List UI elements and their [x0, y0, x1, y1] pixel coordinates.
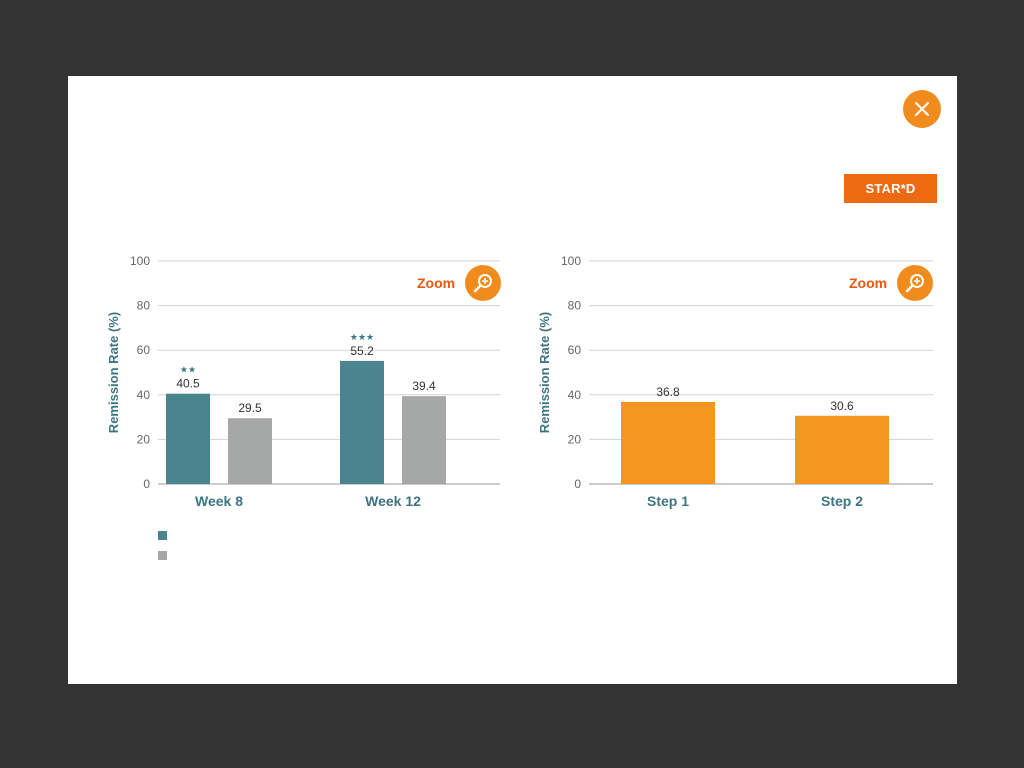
- significance-stars: ★★: [180, 366, 196, 376]
- data-label: 55.2: [350, 344, 374, 358]
- y-tick-label: 40: [137, 388, 151, 402]
- y-tick-label: 20: [568, 432, 582, 446]
- data-label: 40.5: [176, 377, 200, 391]
- bar: [795, 415, 889, 484]
- y-tick-label: 100: [130, 254, 150, 268]
- bar: [166, 393, 210, 484]
- bar: [402, 396, 446, 484]
- y-tick-label: 0: [143, 477, 150, 491]
- y-tick-label: 40: [568, 388, 582, 402]
- y-tick-label: 80: [568, 299, 582, 313]
- y-tick-label: 60: [137, 343, 151, 357]
- legend: [158, 525, 167, 565]
- zoom-in-icon: [465, 265, 502, 301]
- zoom-in-icon: [897, 265, 934, 301]
- data-label: 30.6: [830, 399, 854, 413]
- data-label: 39.4: [412, 379, 436, 393]
- charts-area: 0 20 40 60 80 100 Remission Rate (%) 40.5★★ 29.5…: [106, 254, 933, 509]
- y-tick-label: 20: [137, 432, 151, 446]
- legend-item: [158, 545, 167, 565]
- close-button[interactable]: [903, 90, 941, 128]
- bar: [340, 360, 384, 484]
- legend-swatch: [158, 530, 167, 540]
- y-tick-label: 80: [137, 299, 151, 313]
- legend-swatch: [158, 550, 167, 560]
- y-tick-label: 60: [568, 343, 582, 357]
- x-tick-label: Step 2: [821, 493, 863, 509]
- x-tick-label: Week 8: [195, 493, 243, 509]
- significance-stars: ★★★: [350, 333, 374, 343]
- zoom-button-right[interactable]: Zoom: [849, 265, 934, 301]
- y-tick-label: 0: [574, 477, 581, 491]
- y-axis-label: Remission Rate (%): [106, 312, 121, 433]
- x-tick-label: Week 12: [365, 493, 421, 509]
- bar: [228, 418, 272, 484]
- data-label: 36.8: [656, 385, 680, 399]
- modal-dialog: STAR*D 0 20 40 60 80 100 Remission Rate (%) 40.…: [68, 76, 957, 684]
- y-tick-label: 100: [561, 254, 581, 268]
- data-label: 29.5: [238, 401, 262, 415]
- close-icon: [915, 102, 929, 116]
- zoom-label: Zoom: [849, 275, 888, 291]
- star-d-button[interactable]: STAR*D: [844, 174, 937, 203]
- legend-item: [158, 525, 167, 545]
- zoom-button-left[interactable]: Zoom: [417, 265, 502, 301]
- zoom-label: Zoom: [417, 275, 456, 291]
- bar: [621, 401, 715, 484]
- y-axis-label: Remission Rate (%): [537, 312, 552, 433]
- x-tick-label: Step 1: [647, 493, 689, 509]
